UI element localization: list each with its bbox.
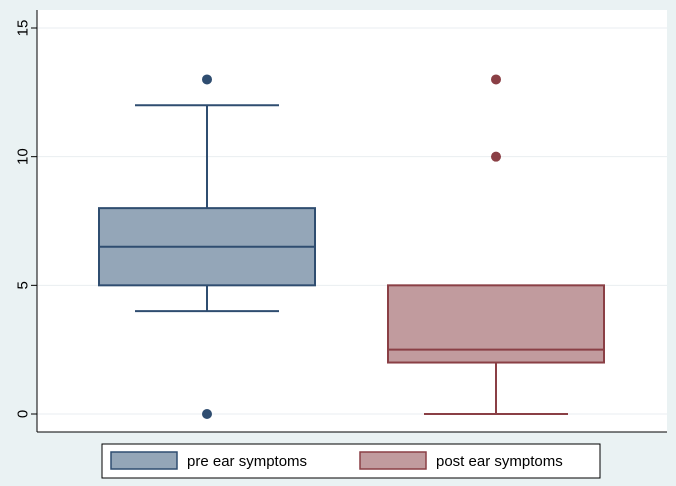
legend-item-post: post ear symptoms bbox=[359, 451, 563, 470]
box-pre bbox=[98, 74, 316, 419]
outlier-point bbox=[491, 74, 501, 85]
y-axis: 0 5 10 15 bbox=[15, 10, 667, 433]
y-tick-label: 0 bbox=[15, 410, 32, 418]
legend-label: post ear symptoms bbox=[436, 453, 563, 470]
outlier-point bbox=[202, 409, 212, 419]
y-tick-label: 10 bbox=[15, 148, 32, 165]
box-post bbox=[387, 74, 605, 415]
outlier-point bbox=[491, 151, 501, 162]
y-tick-label: 5 bbox=[15, 281, 32, 289]
legend-frame bbox=[101, 443, 601, 479]
legend-item-pre: pre ear symptoms bbox=[110, 451, 307, 470]
boxes bbox=[98, 74, 605, 419]
legend: pre ear symptoms post ear symptoms bbox=[101, 443, 601, 479]
iqr-box bbox=[387, 284, 605, 364]
legend-label: pre ear symptoms bbox=[187, 453, 307, 470]
legend-swatch bbox=[110, 451, 178, 470]
outlier-point bbox=[202, 74, 212, 85]
y-tick-label: 15 bbox=[15, 20, 32, 37]
legend-swatch bbox=[359, 451, 427, 470]
